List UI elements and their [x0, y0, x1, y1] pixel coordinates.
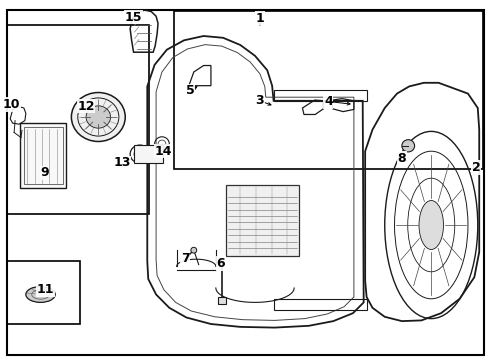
Bar	[7, 25, 149, 214]
Text: 6: 6	[217, 257, 225, 270]
Text: 3: 3	[256, 94, 264, 107]
Text: 8: 8	[397, 152, 406, 165]
Ellipse shape	[86, 106, 111, 128]
Bar	[24, 127, 63, 184]
Text: 1: 1	[255, 12, 264, 24]
Text: 4: 4	[324, 95, 333, 108]
Bar	[134, 145, 163, 163]
Text: 14: 14	[154, 145, 171, 158]
Text: 2: 2	[472, 161, 481, 174]
Text: 7: 7	[181, 252, 190, 265]
Text: 10: 10	[2, 98, 20, 111]
Text: 13: 13	[113, 156, 130, 169]
Text: 15: 15	[125, 11, 142, 24]
Bar	[7, 261, 80, 324]
Bar	[174, 11, 483, 169]
Ellipse shape	[191, 247, 196, 253]
Ellipse shape	[402, 140, 415, 152]
Text: 11: 11	[37, 283, 54, 296]
Text: 12: 12	[77, 100, 95, 113]
Text: 9: 9	[40, 166, 49, 179]
Ellipse shape	[419, 201, 443, 249]
Bar	[218, 297, 225, 304]
Text: 5: 5	[186, 84, 195, 97]
Ellipse shape	[72, 93, 125, 141]
Bar	[225, 185, 299, 256]
Bar	[20, 123, 67, 188]
Ellipse shape	[26, 287, 55, 302]
